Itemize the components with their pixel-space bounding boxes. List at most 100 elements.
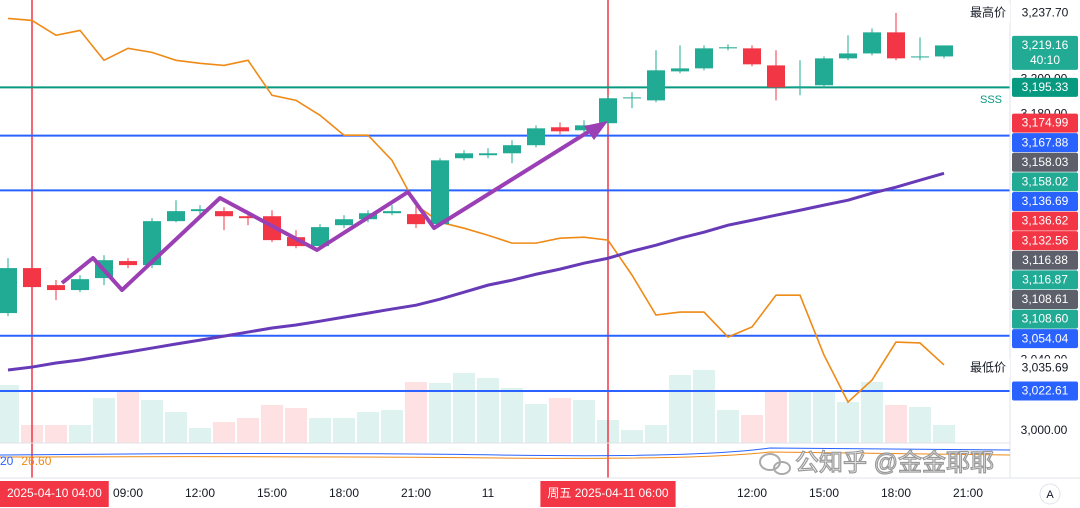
volume-bar: [501, 388, 523, 443]
price-label-box: [1012, 211, 1078, 231]
price-label-box: [1012, 231, 1078, 251]
volume-bar: [453, 373, 475, 443]
countdown: 40:10: [1030, 53, 1060, 67]
plot: [0, 0, 1010, 478]
volume-bar: [909, 407, 931, 443]
price-label: 3,116.87: [1022, 273, 1068, 287]
price-label: 3,136.62: [1022, 214, 1069, 228]
indicator-line: [0, 447, 1011, 457]
volume-bar: [621, 430, 643, 443]
volume-bar: [381, 410, 403, 443]
volume-bar: [477, 378, 499, 443]
price-label-box: [1012, 381, 1078, 401]
volume-bar: [261, 405, 283, 443]
x-tick-label: 21:00: [401, 486, 431, 500]
price-caption: 最低价: [970, 361, 1006, 375]
indicator-line: [7, 17, 945, 404]
volume-bar: [69, 425, 91, 443]
auto-scale-button[interactable]: [1039, 483, 1061, 505]
candle-body: [575, 125, 593, 131]
price-label: 3,116.88: [1022, 253, 1068, 267]
price-label-box: [1012, 152, 1078, 172]
volume-bar: [237, 418, 259, 443]
candle-body: [935, 45, 953, 57]
price-label: 3,108.60: [1022, 312, 1069, 326]
volume-bar: [693, 370, 715, 443]
watermark: 公知乎 @金金耶耶: [795, 449, 994, 476]
time-highlight-box: [540, 481, 676, 507]
candle-body: [551, 127, 569, 132]
volume-bar: [741, 415, 763, 443]
candle-body: [791, 86, 809, 88]
price-label-box: [1012, 35, 1078, 70]
candle-body: [671, 68, 689, 72]
indicator-value: 26.60: [21, 454, 51, 468]
candle-body: [623, 97, 641, 99]
price-label: 3,022.61: [1022, 384, 1069, 398]
volume-bar: [573, 400, 595, 443]
volume-bar: [645, 425, 667, 443]
price-label-box: [1012, 329, 1078, 349]
time-highlight-label: 周五 2025-04-11 06:00: [547, 486, 669, 500]
volume-bar: [549, 398, 571, 443]
candle-body: [863, 32, 881, 54]
x-tick-label: 12:00: [737, 486, 767, 500]
volume-bar: [357, 412, 379, 443]
price-label: 3,132.56: [1022, 233, 1069, 247]
candle-body: [767, 65, 785, 88]
candle-body: [287, 237, 305, 247]
volume-bar: [429, 383, 451, 443]
volume-bar: [933, 425, 955, 443]
indicator-line: [7, 171, 945, 372]
x-tick-label: 18:00: [881, 486, 911, 500]
candle-body: [47, 285, 65, 291]
candle-body: [719, 47, 737, 49]
volume-bar: [285, 408, 307, 443]
volume-bar: [45, 425, 67, 443]
price-label-box: [1012, 3, 1078, 23]
candle-body: [647, 70, 665, 101]
time-highlight-label: 2025-04-10 04:00: [7, 486, 102, 500]
candle-body: [431, 160, 449, 225]
x-tick-label: 21:00: [953, 486, 983, 500]
price-label: 3,136.69: [1022, 194, 1069, 208]
caption-box: [958, 3, 1010, 23]
candle-body: [455, 153, 473, 159]
candle-body: [215, 211, 233, 217]
volume-bar: [117, 392, 139, 443]
price-label: 3,054.04: [1022, 331, 1069, 345]
volume-bar: [165, 412, 187, 443]
auto-scale-label[interactable]: A: [1046, 489, 1054, 501]
candle-body: [599, 98, 617, 124]
x-tick-label: 18:00: [329, 486, 359, 500]
price-label: 3,158.03: [1022, 155, 1069, 169]
volume-bar: [333, 418, 355, 443]
volume-bar: [861, 382, 883, 443]
candle-body: [887, 32, 905, 59]
watermark-icon: [759, 453, 791, 475]
volume-bar: [309, 418, 331, 443]
candle-body: [911, 56, 929, 58]
candle-body: [839, 53, 857, 59]
candle-body: [383, 211, 401, 214]
candle-body: [311, 227, 329, 247]
price-label-box: [1012, 250, 1078, 270]
x-tick-label: 11: [482, 486, 495, 500]
indicator-line: [0, 451, 1011, 459]
price-label-box: [1012, 289, 1078, 309]
volume-bar: [93, 398, 115, 443]
drawing-annotation: [60, 125, 598, 292]
volume-bar: [789, 390, 811, 443]
x-tick-label: 12:00: [185, 486, 215, 500]
price-label: 3,108.61: [1022, 292, 1069, 306]
volume-bar: [813, 392, 835, 443]
volume-bar: [885, 405, 907, 443]
volume-bar: [765, 390, 787, 443]
volume-bar: [0, 385, 19, 443]
volume-bar: [141, 400, 163, 443]
candle-body: [503, 145, 521, 154]
price-label: 3,035.69: [1022, 361, 1069, 375]
price-label-box: [1012, 172, 1078, 192]
